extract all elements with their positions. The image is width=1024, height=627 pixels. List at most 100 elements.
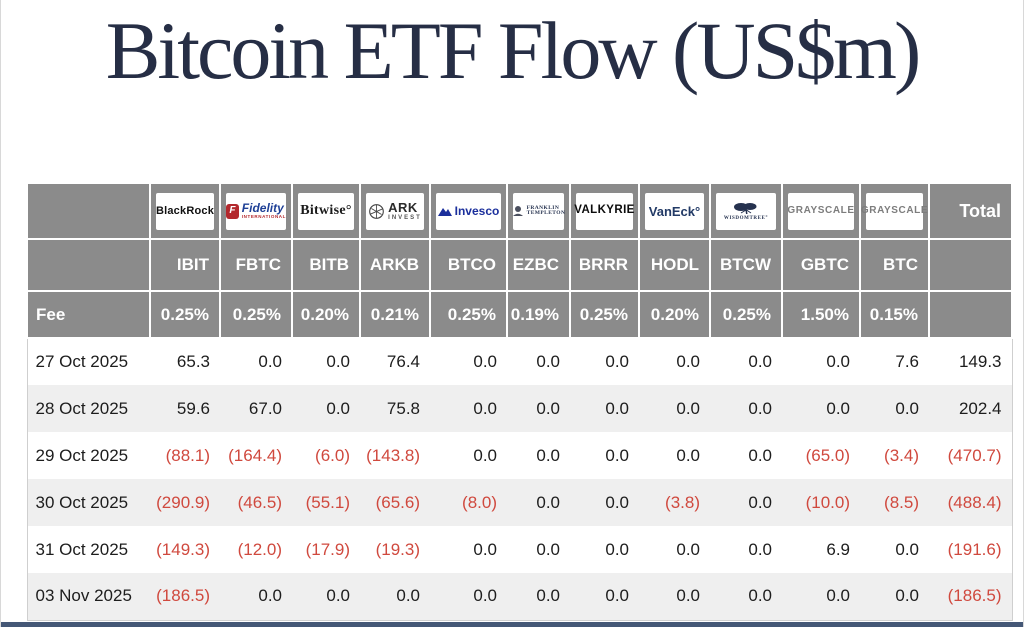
value-cell-BRRR: 0.0 [605,445,629,465]
date-cell: 27 Oct 2025 [35,352,129,371]
provider-cell-FBTC: F Fidelity INTERNATIONAL [219,182,293,240]
value-cell-HODL: 0.0 [639,573,710,620]
fee-cell-HODL: 0.20% [638,290,711,339]
value-cell-IBIT: (186.5) [150,573,220,620]
ark-logo: ARK INVEST [366,192,424,230]
date-cell: 31 Oct 2025 [35,539,129,559]
ticker-cell-BITB: BITB [291,238,361,292]
grayscale-wordmark: GRAYSCALE [860,205,929,216]
provider-cell-EZBC: FRANKLIN TEMPLETON [506,182,571,240]
flow-row: 27 Oct 2025 65.3 0.0 0.0 76.4 0.0 0.0 0.0 0.0 0.0… [27,338,1012,385]
ark-text: ARK INVEST [388,201,422,221]
provider-cell-HODL: VanEck° [638,182,711,240]
value-cell-EZBC: 0.0 [507,479,570,526]
value-cell-IBIT: (149.3) [156,539,210,559]
franklin-line1: FRANKLIN [526,204,560,211]
ticker-cell-BTCW: BTCW [709,238,783,292]
value-cell-HODL: 0.0 [676,539,700,559]
flow-row: 03 Nov 2025 (186.5) 0.0 0.0 0.0 0.0 0.0 0.0 0.0 0… [27,573,1012,620]
fee-cell-IBIT: 0.25% [149,290,221,339]
ark-wordmark: ARK [388,200,418,215]
value-cell-BTCW: 0.0 [748,445,772,465]
ticker-cell-FBTC: FBTC [219,238,293,292]
value-cell-BITB: (17.9) [305,539,350,559]
ticker-cell-EZBC: EZBC [506,238,571,292]
wisdomtree-wordmark: WISDOMTREE° [723,215,769,221]
bitwise-logo: Bitwise° [298,192,354,230]
date-cell: 30 Oct 2025 [27,479,150,526]
etf-table-body: BlackRock F Fidelity INTERNATIONAL Bitwise° A… [26,182,1013,620]
fidelity-logo: F Fidelity INTERNATIONAL [226,192,286,230]
bitwise-wordmark: Bitwise° [300,203,352,218]
date-cell: 03 Nov 2025 [27,573,150,620]
value-cell-GBTC: 0.0 [782,385,860,432]
fee-cell-BTCW: 0.25% [709,290,783,339]
page-title: Bitcoin ETF Flow (US$m) [105,5,922,96]
total-cell: 149.3 [958,352,1002,371]
value-cell-ARKB: 0.0 [360,573,430,620]
value-cell-FBTC: 0.0 [258,352,282,371]
value-cell-BTCW: 0.0 [710,573,782,620]
total-header-cell: Total [928,182,1013,240]
etf-flow-table: BlackRock F Fidelity INTERNATIONAL Bitwise° A… [26,182,1013,621]
value-cell-IBIT: 59.6 [150,385,220,432]
fee-cell-EZBC: 0.19% [506,290,571,339]
value-cell-BITB: 0.0 [326,352,350,371]
total-cell: (470.7) [947,445,1002,465]
flow-row: 28 Oct 2025 59.6 67.0 0.0 75.8 0.0 0.0 0.0 0.0 0.… [27,385,1012,432]
value-cell-BTCW: 0.0 [710,479,782,526]
fee-cell-GBTC: 1.50% [781,290,861,339]
corner-blank-cell [26,182,151,240]
vaneck-logo: VanEck° [645,192,704,230]
fidelity-f-icon: F [226,203,239,219]
value-cell-HODL: (3.8) [639,479,710,526]
value-cell-BITB: 0.0 [292,573,360,620]
provider-logo-row: BlackRock F Fidelity INTERNATIONAL Bitwise° A… [26,182,1013,240]
wisdomtree-tree-icon [733,202,759,215]
value-cell-IBIT: (88.1) [165,445,210,465]
invesco-logo: Invesco [436,192,501,230]
franklin-line2: TEMPLETON [526,210,566,216]
provider-cell-BTCO: Invesco [429,182,508,240]
value-cell-FBTC: (12.0) [237,539,282,559]
fee-row: Fee 0.25% 0.25% 0.20% 0.21% 0.25% 0.19% 0.25% 0.… [26,290,1013,339]
fee-label-cell: Fee [26,290,151,339]
value-cell-EZBC: 0.0 [536,539,560,559]
ticker-cell-ARKB: ARKB [359,238,431,292]
value-cell-HODL: 0.0 [639,385,710,432]
value-cell-HODL: 0.0 [676,352,700,371]
value-cell-FBTC: 0.0 [220,573,292,620]
grayscale2-logo: GRAYSCALE [862,192,927,230]
value-cell-FBTC: 67.0 [220,385,292,432]
valkyrie-wordmark: VALKYRIE [574,204,635,217]
value-cell-FBTC: (164.4) [228,445,282,465]
invesco-mountain-icon [437,206,452,217]
blackrock-logo: BlackRock [155,192,215,230]
ticker-cell-HODL: HODL [638,238,711,292]
ticker-cell-GBTC: GBTC [781,238,861,292]
value-cell-IBIT: (290.9) [150,479,220,526]
ticker-row: IBIT FBTC BITB ARKB BTCO EZBC BRRR HODL BTCW GBTC… [26,238,1013,292]
value-cell-EZBC: 0.0 [507,385,570,432]
value-cell-BRRR: 0.0 [605,539,629,559]
value-cell-BTC: 0.0 [860,573,929,620]
value-cell-ARKB: (143.8) [366,445,420,465]
grayscale1-logo: GRAYSCALE [787,192,854,230]
value-cell-ARKB: 75.8 [360,385,430,432]
value-cell-FBTC: (46.5) [220,479,292,526]
value-cell-ARKB: 76.4 [386,352,420,371]
value-cell-BTC: (3.4) [884,445,919,465]
value-cell-BITB: (6.0) [315,445,350,465]
value-cell-BRRR: 0.0 [605,352,629,371]
value-cell-IBIT: 65.3 [176,352,210,371]
blackrock-wordmark: BlackRock [155,204,215,217]
value-cell-BTCW: 0.0 [748,352,772,371]
value-cell-EZBC: 0.0 [536,352,560,371]
franklin-logo: FRANKLIN TEMPLETON [512,192,566,230]
value-cell-BRRR: 0.0 [570,479,639,526]
value-cell-HODL: 0.0 [676,445,700,465]
value-cell-GBTC: 6.9 [826,539,850,559]
value-cell-BITB: 0.0 [292,385,360,432]
ticker-cell-BRRR: BRRR [569,238,640,292]
